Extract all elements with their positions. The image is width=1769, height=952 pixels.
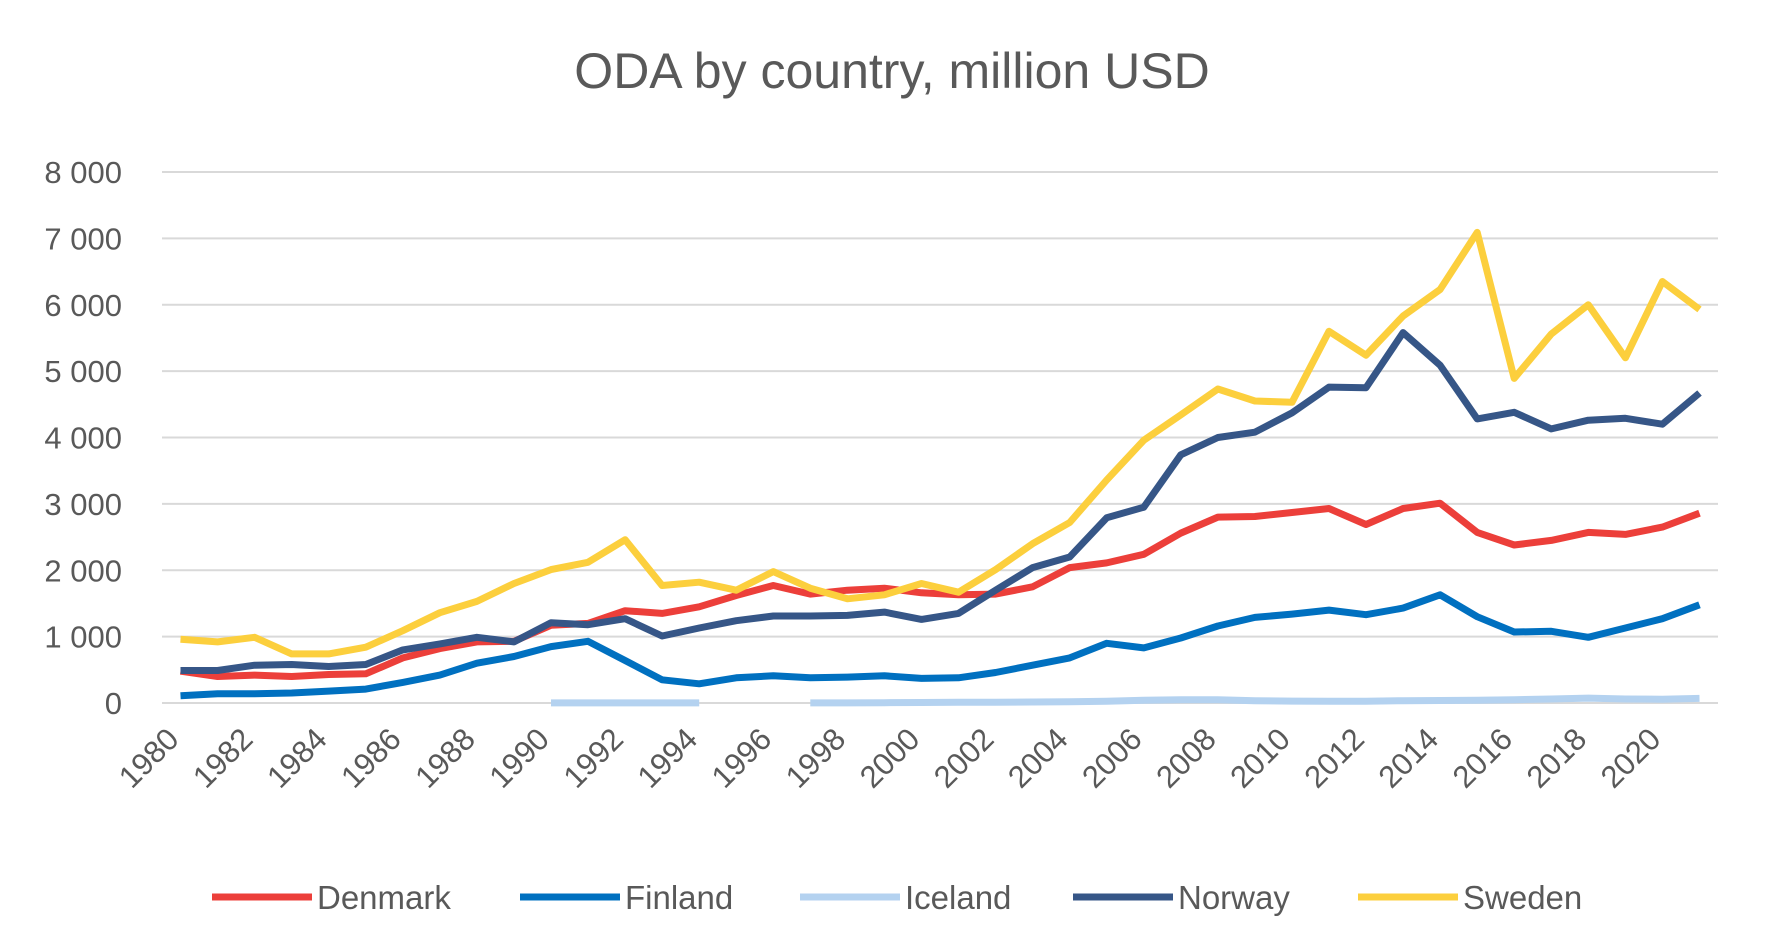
series-line-denmark (179, 499, 1701, 680)
y-tick-label: 7 000 (44, 221, 122, 256)
y-tick-label: 5 000 (44, 354, 122, 389)
x-tick-label: 1982 (186, 721, 260, 795)
x-tick-label: 2002 (927, 721, 1001, 795)
y-tick-label: 4 000 (44, 421, 122, 456)
series-line-sweden (180, 228, 1702, 658)
x-tick-label: 2006 (1075, 721, 1149, 795)
legend-label-iceland: Iceland (905, 879, 1011, 916)
x-tick-label: 2004 (1001, 721, 1075, 795)
x-tick-label: 1996 (705, 721, 779, 795)
legend-label-finland: Finland (625, 879, 733, 916)
x-tick-label: 2008 (1149, 721, 1223, 795)
x-tick-label: 1994 (631, 721, 705, 795)
x-tick-label: 1990 (482, 721, 556, 795)
x-tick-label: 2010 (1223, 721, 1297, 795)
x-tick-label: 1992 (557, 721, 631, 795)
legend-label-sweden: Sweden (1463, 879, 1582, 916)
legend: Denmark Finland Iceland Norway Sweden (212, 879, 1582, 916)
gridlines (162, 171, 1718, 704)
x-tick-label: 1998 (779, 721, 853, 795)
y-tick-label: 6 000 (44, 288, 122, 323)
x-tick-label: 1984 (260, 721, 334, 795)
series-lines (179, 228, 1702, 707)
y-tick-label: 2 000 (44, 553, 122, 588)
y-tick-label: 3 000 (44, 487, 122, 522)
legend-label-norway: Norway (1178, 879, 1290, 916)
x-tick-label: 2020 (1594, 721, 1668, 795)
x-tick-label: 2012 (1297, 721, 1371, 795)
series-line-iceland (551, 694, 1700, 707)
x-axis-tick-labels: 1980 1982 1984 1986 1988 1990 1992 1994 1996 1998… (112, 721, 1667, 795)
y-tick-label: 0 (105, 686, 122, 721)
x-tick-label: 2016 (1446, 721, 1520, 795)
x-tick-label: 2000 (853, 721, 927, 795)
chart-title: ODA by country, million USD (574, 43, 1209, 99)
legend-label-denmark: Denmark (317, 879, 451, 916)
y-axis-tick-labels: 0 1 000 2 000 3 000 4 000 5 000 6 000 7 000 8 00… (44, 155, 122, 721)
series-line-norway (180, 329, 1702, 674)
y-tick-label: 8 000 (44, 155, 122, 190)
y-tick-label: 1 000 (44, 620, 122, 655)
series-line-finland (180, 591, 1701, 700)
x-tick-label: 2018 (1520, 721, 1594, 795)
x-tick-label: 1986 (334, 721, 408, 795)
x-tick-label: 2014 (1372, 721, 1446, 795)
x-tick-label: 1980 (112, 721, 186, 795)
x-tick-label: 1988 (408, 721, 482, 795)
